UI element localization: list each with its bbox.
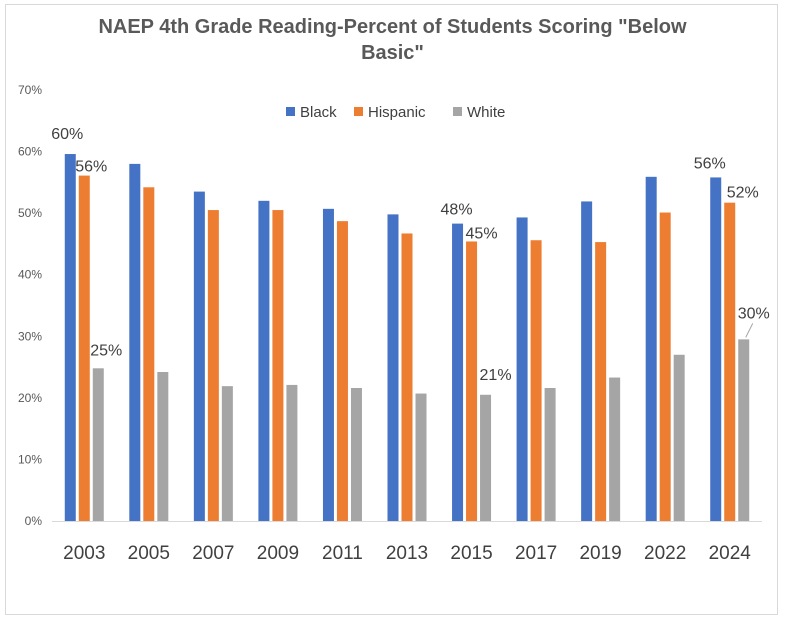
legend-swatch-white: [453, 107, 462, 116]
bar-white-2013: [415, 393, 427, 521]
x-tick-label: 2017: [515, 543, 557, 564]
bar-hispanic-2013: [401, 233, 413, 521]
bar-hispanic-2003: [78, 175, 90, 521]
x-tick-label: 2007: [192, 543, 234, 564]
legend-swatch-black: [286, 107, 295, 116]
bar-white-2009: [286, 384, 298, 521]
y-tick-label: 0%: [25, 514, 43, 528]
bar-black-2017: [516, 217, 528, 521]
bar-black-2015: [452, 223, 464, 522]
legend-swatch-hispanic: [354, 107, 363, 116]
data-label: 60%: [51, 126, 83, 143]
data-label: 45%: [466, 225, 498, 242]
y-tick-label: 20%: [18, 391, 42, 405]
bar-black-2007: [193, 191, 205, 522]
bar-hispanic-2007: [207, 210, 219, 522]
bar-hispanic-2009: [272, 210, 284, 522]
bar-black-2011: [322, 208, 334, 521]
bar-black-2022: [645, 176, 657, 521]
data-label: 56%: [694, 155, 726, 172]
y-tick-label: 70%: [18, 83, 42, 97]
chart-title: NAEP 4th Grade Reading-Percent of Studen…: [0, 14, 785, 66]
y-tick-label: 50%: [18, 206, 42, 220]
bar-white-2011: [350, 388, 362, 521]
bar-white-2017: [544, 388, 556, 521]
data-label: 48%: [441, 202, 473, 219]
legend-label-black: Black: [300, 104, 337, 121]
bar-black-2024: [710, 177, 722, 521]
bar-hispanic-2017: [530, 240, 542, 521]
bar-hispanic-2005: [143, 187, 155, 522]
bar-hispanic-2019: [595, 242, 607, 521]
bar-white-2024: [738, 339, 750, 521]
bar-hispanic-2015: [466, 241, 478, 522]
bar-black-2019: [581, 201, 593, 522]
y-tick-label: 40%: [18, 268, 42, 282]
data-label: 52%: [727, 185, 759, 202]
data-label: 56%: [75, 159, 107, 176]
bar-black-2009: [258, 200, 270, 522]
x-tick-label: 2003: [63, 543, 105, 564]
bar-black-2005: [129, 163, 141, 521]
x-tick-label: 2015: [450, 543, 492, 564]
bar-hispanic-2011: [336, 221, 348, 521]
data-label: 25%: [90, 342, 122, 359]
x-tick-label: 2019: [579, 543, 621, 564]
x-tick-label: 2022: [644, 543, 686, 564]
bar-white-2007: [221, 386, 233, 521]
bar-white-2015: [480, 394, 492, 521]
y-tick-label: 60%: [18, 145, 42, 159]
legend-label-hispanic: Hispanic: [368, 104, 426, 121]
bar-white-2003: [92, 368, 104, 521]
y-tick-label: 30%: [18, 329, 42, 343]
bar-white-2005: [157, 371, 169, 521]
x-tick-label: 2011: [322, 543, 363, 564]
data-label: 21%: [480, 367, 512, 384]
bar-hispanic-2022: [659, 212, 671, 521]
chart-title-line-2: Basic": [361, 42, 424, 64]
bar-black-2003: [64, 154, 76, 521]
x-tick-label: 2009: [257, 543, 299, 564]
bar-hispanic-2024: [724, 202, 736, 521]
data-label: 30%: [738, 305, 770, 322]
legend-label-white: White: [467, 104, 505, 121]
chart-title-line-1: NAEP 4th Grade Reading-Percent of Studen…: [98, 16, 687, 38]
bar-black-2013: [387, 214, 399, 522]
y-tick-label: 10%: [18, 452, 42, 466]
x-tick-label: 2013: [386, 543, 428, 564]
bar-white-2019: [609, 377, 621, 521]
data-label-leader-line: [745, 323, 754, 338]
bar-white-2022: [673, 354, 685, 521]
x-tick-label: 2024: [709, 543, 752, 564]
x-tick-label: 2005: [128, 543, 170, 564]
